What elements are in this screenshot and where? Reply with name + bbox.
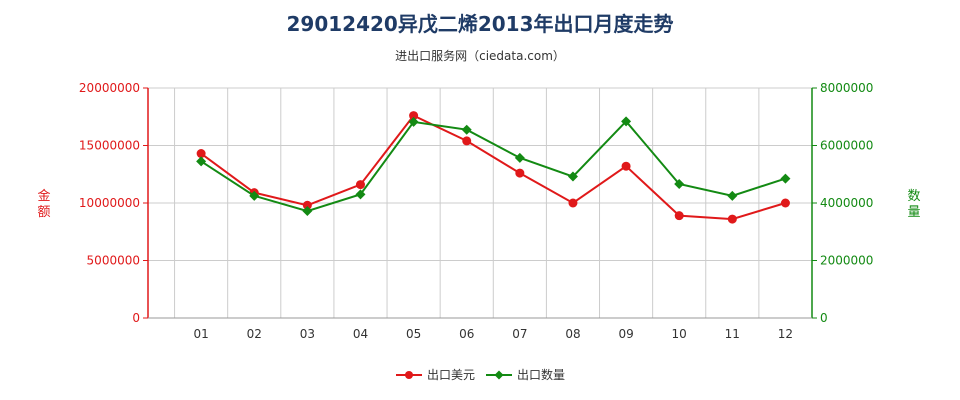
data-point <box>302 206 313 217</box>
left-tick-label: 20000000 <box>79 81 140 95</box>
left-tick-label: 10000000 <box>79 196 140 210</box>
left-axis-title-char: 额 <box>37 205 50 220</box>
grid <box>148 87 813 319</box>
legend-marker <box>405 371 413 379</box>
data-point <box>568 198 578 208</box>
data-point <box>567 171 578 182</box>
x-tick-label: 11 <box>725 327 740 341</box>
right-tick-label: 8000000 <box>820 81 873 95</box>
data-point <box>355 180 365 190</box>
left-axis-title: 金额 <box>37 188 50 220</box>
data-point <box>621 116 632 127</box>
left-tick-label: 15000000 <box>79 139 140 153</box>
legend-label: 出口数量 <box>517 367 565 382</box>
x-tick-label: 04 <box>353 327 368 341</box>
data-point <box>514 152 525 163</box>
x-tick-label: 02 <box>247 327 262 341</box>
x-tick-label: 10 <box>672 327 687 341</box>
x-tick-label: 05 <box>406 327 421 341</box>
x-tick-label: 12 <box>778 327 793 341</box>
data-point <box>515 168 525 178</box>
right-tick-label: 6000000 <box>820 139 873 153</box>
left-axis-title-char: 金 <box>37 188 50 204</box>
series-layer <box>196 111 791 224</box>
data-point <box>302 200 312 210</box>
series-line-0 <box>200 114 786 221</box>
legend-label: 出口美元 <box>427 368 475 382</box>
series-line-1 <box>200 119 786 213</box>
data-point <box>727 214 737 224</box>
right-tick-label: 0 <box>820 311 828 325</box>
data-point <box>674 179 685 190</box>
right-axis-title: 数量 <box>907 189 920 220</box>
left-tick-label: 5000000 <box>87 254 140 268</box>
data-point <box>461 124 472 135</box>
right-axis-title-char: 数 <box>907 189 920 204</box>
data-point <box>462 136 472 146</box>
data-point <box>780 198 790 208</box>
data-point <box>249 190 260 201</box>
x-tick-label: 07 <box>512 327 527 341</box>
data-point <box>409 111 419 121</box>
x-tick-label: 06 <box>459 327 474 341</box>
data-point <box>196 149 206 159</box>
x-tick-label: 08 <box>565 327 580 341</box>
x-tick-label: 01 <box>193 327 208 341</box>
left-tick-label: 0 <box>132 311 140 325</box>
chart-subtitle: 进出口服务网（ciedata.com） <box>395 49 565 63</box>
right-axis-title-char: 量 <box>907 205 920 220</box>
right-tick-label: 2000000 <box>820 254 873 268</box>
axes: 0 5000000 10000000 15000000 20000000 0 2000000… <box>37 81 920 341</box>
x-tick-label: 09 <box>618 327 633 341</box>
legend-marker <box>494 370 504 380</box>
data-point <box>196 156 207 167</box>
data-point <box>780 173 791 184</box>
data-point <box>355 189 366 200</box>
x-tick-label: 03 <box>300 327 315 341</box>
chart-title: 29012420异戊二烯2013年出口月度走势 <box>286 12 674 36</box>
data-point <box>408 116 419 127</box>
right-tick-label: 4000000 <box>820 196 873 210</box>
legend: 出口美元 出口数量 <box>396 367 565 382</box>
data-point <box>727 190 738 201</box>
data-point <box>621 161 631 171</box>
data-point <box>674 211 684 221</box>
